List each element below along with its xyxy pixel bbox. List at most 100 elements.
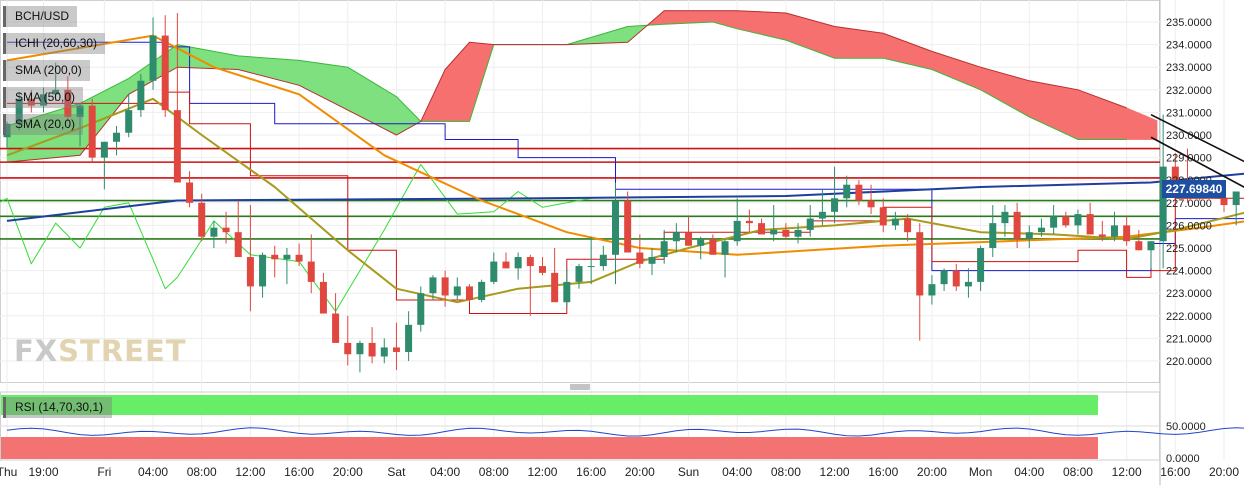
candle-body [721,241,729,255]
cloud-segment [828,24,835,59]
cloud-segment [621,26,628,43]
x-tick-label: 16:00 [284,465,314,479]
cloud-segment [383,88,391,133]
cloud-segment [274,58,282,81]
cloud-segment [225,53,233,70]
cloud-segment [742,10,750,32]
candle-body [271,254,279,260]
candle-body [928,284,936,296]
cloud-segment [268,57,276,80]
candle-body [149,35,157,81]
cloud-segment [231,54,239,70]
candle-body [1232,191,1240,206]
rsi-tick-label: 50.0000 [1166,421,1206,433]
sma200-line [6,172,1244,222]
cloud-segment [986,68,994,98]
trendline [1150,113,1244,163]
candle-body [526,257,534,267]
candle-body [1110,225,1118,237]
x-tick-label: 04:00 [722,465,752,479]
legend-symbol[interactable]: BCH/USD [3,6,78,27]
legend-ichimoku[interactable]: ICHI (20,60,30) [3,33,106,54]
cloud-segment [1077,89,1085,140]
cloud-segment [317,62,324,99]
candle-body [1062,216,1070,226]
cloud-segment [682,10,689,24]
legend-rsi[interactable]: RSI (14,70,30,1) [3,397,113,418]
cloud-segment [937,52,945,75]
x-tick-label: 08:00 [771,465,801,479]
candle-body [490,261,498,282]
panel-resize-handle[interactable] [570,384,590,390]
candle-body [843,184,851,199]
legend-sma50[interactable]: SMA (50,0) [3,87,84,108]
candle-body [1025,232,1033,239]
cloud-segment [1083,91,1091,140]
cloud-segment [1028,80,1036,121]
cloud-segment [250,56,257,75]
candle-body [319,281,327,314]
candle-body [855,184,863,201]
cloud-segment [377,85,385,130]
cloud-segment [791,14,799,46]
cloud-segment [280,58,288,83]
cloud-segment [706,10,714,23]
time-axis: Thu 19:00 Fri 04:00 08:00 12:00 16:00 20:00 Sat 0… [0,465,1239,479]
cloud-segment [949,56,957,81]
x-tick-label: Sun [678,465,699,479]
candle-body [3,123,11,138]
cloud-segment [390,92,397,136]
x-tick-label: 12:00 [1112,465,1142,479]
cloud-segment [955,58,963,83]
x-tick-label: 16:00 [576,465,606,479]
candle-body [660,241,668,258]
y-tick-label: 230.0000 [1166,130,1212,142]
cloud-segment [718,10,726,26]
candle-body [794,229,802,237]
cloud-segment [785,12,793,43]
cloud-segment [809,19,817,52]
y-tick-label: 234.0000 [1166,40,1212,52]
candle-body [782,229,790,237]
candle-body [15,98,23,124]
cloud-segment [219,52,227,70]
x-tick-label: 04:00 [138,465,168,479]
current-price-tag: 227.69840 [1162,180,1226,198]
candle-body [770,229,778,235]
y-tick-label: 226.0000 [1166,220,1212,232]
x-tick-label: 12:00 [820,465,850,479]
fxstreet-logo: FXSTREET [14,334,187,368]
candle-body [64,89,72,117]
legend-sma20[interactable]: SMA (20,0) [3,114,84,135]
x-tick-label: Thu [0,465,17,479]
candle-body [1135,241,1143,251]
candle-body [465,286,473,300]
cloud-segment [1132,109,1140,140]
candle-body [405,324,413,352]
candle-body [502,261,510,269]
x-tick-label: 20:00 [917,465,947,479]
x-tick-label: 20:00 [1209,465,1239,479]
x-tick-label: Mon [969,465,992,479]
cloud-segment [846,27,854,59]
cloud-segment [980,66,987,94]
cloud-segment [1059,86,1067,135]
cloud-segment [353,70,361,117]
legend-sma200[interactable]: SMA (200,0) [3,60,90,81]
candle-body [758,223,766,235]
y-tick-label: 224.0000 [1166,266,1212,278]
candle-body [904,218,912,233]
candle-body [538,266,546,273]
cloud-segment [615,27,622,44]
cloud-segment [931,50,939,73]
cloud-segment [822,22,829,57]
cloud-segment [1095,96,1103,140]
candle-body [1086,214,1094,235]
cloud-segment [700,10,708,23]
candle-body [344,342,352,355]
chikou-line [0,163,592,312]
cloud-segment [1041,82,1048,126]
candle-body [672,232,680,242]
rsi-line [6,427,1244,437]
